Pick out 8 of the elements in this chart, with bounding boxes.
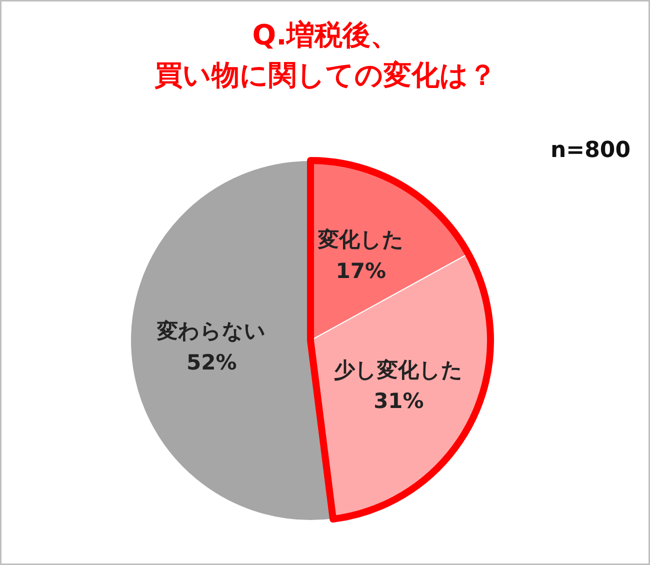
data-label: 31% [374, 389, 424, 414]
slice-label: 少し変化した [334, 358, 464, 382]
chart-title: Q.増税後、買い物に関しての変化は？ [154, 18, 496, 92]
data-label: 52% [186, 350, 237, 374]
slice-label: 変わらない [156, 319, 266, 344]
slice-label: 変化した [316, 228, 404, 252]
data-label: 17% [336, 258, 386, 283]
text: n=800 [550, 138, 631, 163]
